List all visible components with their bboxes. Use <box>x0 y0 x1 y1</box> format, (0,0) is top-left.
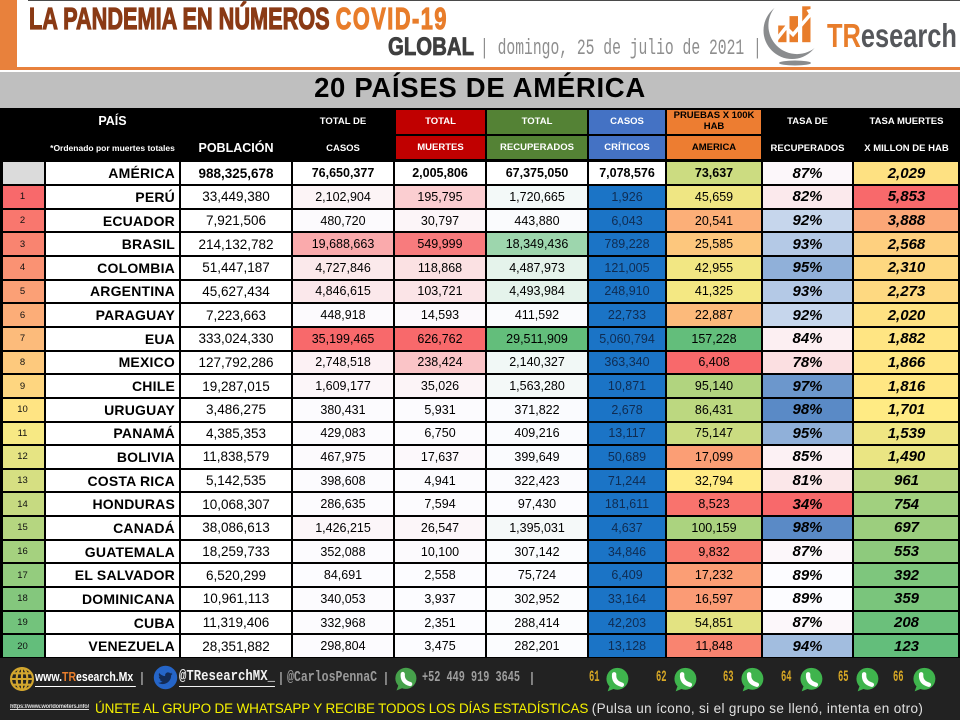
svg-text:TResearch: TResearch <box>827 18 957 55</box>
